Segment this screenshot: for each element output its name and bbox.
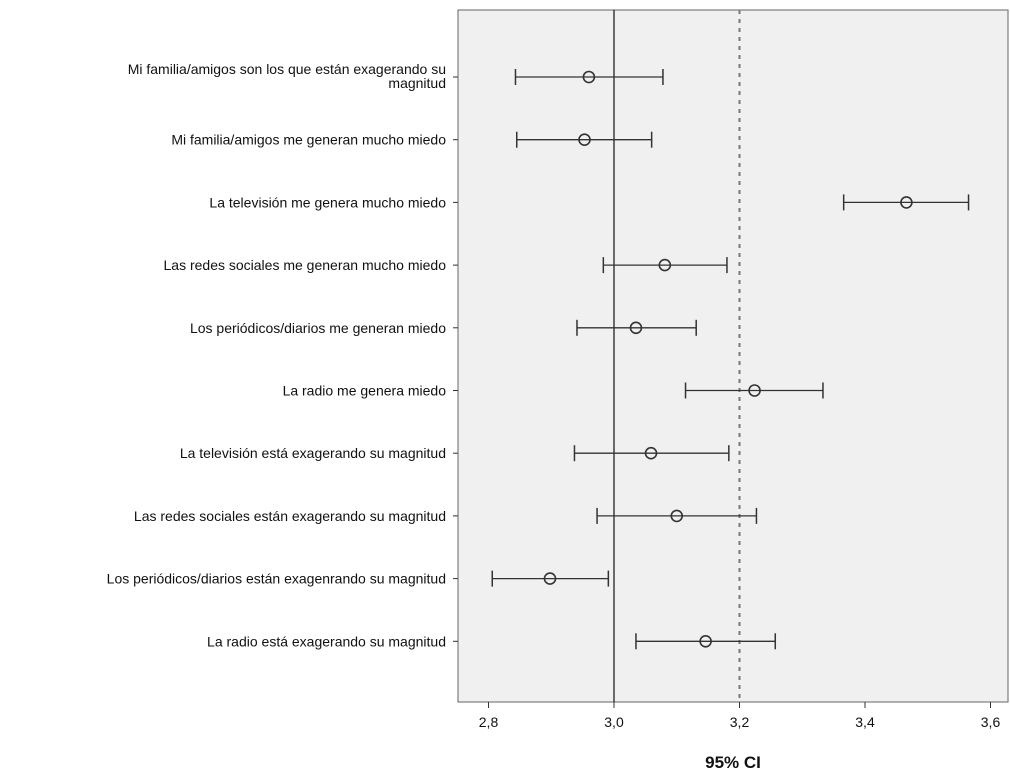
category-label: Los periódicos/diarios me generan miedo	[190, 320, 446, 336]
category-label: Las redes sociales me generan mucho mied…	[164, 257, 447, 273]
mean-marker	[578, 133, 591, 146]
error-bar-row	[576, 319, 697, 336]
mean-marker	[644, 446, 658, 460]
error-bar-row	[602, 257, 728, 274]
mean-marker	[900, 196, 913, 209]
error-bar-row	[596, 507, 758, 524]
error-bar-row	[635, 633, 777, 650]
x-tick-label: 3,4	[855, 714, 875, 730]
category-label: Las redes sociales están exagerando su m…	[134, 508, 446, 524]
mean-marker	[670, 509, 684, 523]
category-label: La radio me genera miedo	[283, 383, 447, 399]
error-bar-row	[842, 194, 970, 211]
reference-lines	[613, 10, 741, 702]
mean-marker	[543, 572, 557, 585]
plot-area	[457, 9, 1009, 703]
category-label: Mi familia/amigos me generan mucho miedo	[171, 132, 446, 148]
x-tick-label: 3,0	[604, 714, 624, 730]
mean-marker	[748, 384, 761, 397]
mean-marker	[658, 258, 672, 272]
mean-marker	[699, 634, 712, 648]
category-label: La televisión está exagerando su magnitu…	[180, 445, 446, 461]
error-bar-row	[515, 131, 653, 148]
x-tick-label: 3,2	[730, 714, 750, 730]
x-axis-title: 95% CI	[705, 753, 761, 772]
error-bars	[491, 69, 970, 650]
mean-marker	[629, 321, 643, 335]
error-bar-row	[491, 570, 610, 587]
error-bar-row	[514, 69, 664, 85]
x-tick-label: 3,6	[981, 714, 1001, 730]
category-label: Los periódicos/diarios están exagenrando…	[107, 571, 446, 587]
x-tick-label: 2,8	[479, 714, 499, 730]
category-label: magnitud	[388, 75, 446, 91]
error-bar-row	[573, 445, 730, 462]
category-labels: Mi familia/amigos son los que están exag…	[107, 61, 458, 649]
mean-marker	[582, 70, 596, 84]
category-label: La radio está exagerando su magnitud	[207, 633, 446, 649]
category-label: La televisión me genera mucho miedo	[209, 194, 446, 210]
x-axis: 2,8 3,0 3,2 3,4 3,6	[479, 702, 1001, 730]
error-bar-row	[684, 382, 824, 399]
category-label: Mi familia/amigos son los que están exag…	[128, 61, 446, 77]
